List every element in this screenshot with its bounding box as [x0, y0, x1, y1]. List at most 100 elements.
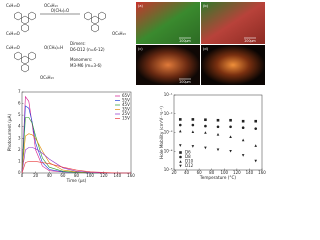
structure-label: C₆H₁₃O — [6, 31, 20, 36]
ring — [21, 15, 29, 25]
image-panel — [136, 2, 200, 44]
ring — [14, 11, 22, 21]
structure-label: M3-M6 (m=3-6) — [70, 63, 102, 68]
line — [21, 117, 131, 174]
x-tick-label: 40 — [184, 170, 190, 175]
y-tick-label: 6 — [18, 101, 21, 106]
point — [178, 144, 182, 147]
panel-label: (a) — [138, 4, 144, 8]
chemical-structure — [14, 11, 106, 73]
scale-label: 200μm — [179, 80, 190, 84]
micrographs — [136, 2, 265, 85]
point — [191, 118, 195, 121]
point — [241, 138, 245, 142]
point — [241, 154, 245, 157]
image-panel — [136, 45, 200, 85]
line — [21, 133, 131, 174]
structure-label: OC₆H₁₃ — [40, 75, 54, 80]
line — [21, 161, 131, 174]
point — [191, 123, 195, 127]
y-tick-label: 0 — [18, 170, 21, 175]
point — [241, 119, 245, 123]
y-axis-label: Hole Mobility (cm²V⁻¹s⁻¹) — [159, 106, 164, 159]
y-tick-label: 1 — [18, 158, 21, 163]
x-tick-label: 0 — [21, 173, 24, 178]
point — [254, 144, 258, 147]
ring — [28, 11, 36, 21]
point — [179, 151, 182, 154]
structure-label: O(CH₂)ₘH — [44, 45, 63, 50]
point — [254, 127, 258, 130]
y-tick-label: 10⁻¹ — [164, 92, 173, 97]
point — [216, 133, 220, 136]
point — [178, 129, 182, 133]
panel-label: (c) — [138, 47, 143, 51]
image-panel — [201, 2, 265, 44]
x-axis-label: Temperature (°C) — [199, 175, 237, 180]
x-tick-label: 100 — [220, 170, 228, 175]
scale-label: 200μm — [244, 39, 255, 43]
y-tick-label: 7 — [18, 89, 21, 94]
legend-label: 65V — [122, 93, 130, 98]
point — [216, 148, 220, 152]
legend-label: D12 — [185, 163, 194, 168]
ring — [98, 11, 106, 21]
y-tick-label: 2 — [18, 147, 21, 152]
point — [254, 119, 258, 123]
point — [229, 118, 232, 122]
x-tick-label: 140 — [246, 170, 254, 175]
legend-label: 45V — [122, 102, 130, 107]
point — [179, 155, 182, 159]
line — [21, 95, 131, 174]
y-tick-label: 5 — [18, 112, 21, 117]
legend-label: 55V — [122, 98, 130, 103]
y-axis-label: Photocurrent (μA) — [7, 114, 12, 152]
x-tick-label: 80 — [209, 170, 215, 175]
legend-label: 15V — [122, 116, 130, 121]
panel-label: (d) — [203, 47, 209, 51]
structure-label: OC₆H₁₃ — [44, 3, 58, 8]
x-tick-label: 160 — [258, 170, 266, 175]
legend-label: D6 — [185, 150, 191, 155]
x-tick-label: 60 — [197, 170, 203, 175]
x-tick-label: 20 — [171, 170, 177, 175]
y-tick-label: 10⁻² — [164, 111, 173, 116]
structure-label: C₆H₁₃O — [6, 45, 20, 50]
structure-label: D6-D12 (n=6-12) — [70, 47, 105, 52]
point — [216, 118, 220, 122]
image-panel — [201, 45, 265, 85]
point — [178, 118, 182, 121]
x-tick-label: 100 — [86, 173, 94, 178]
x-tick-label: 160 — [127, 173, 135, 178]
structure-label: Monomers: — [70, 57, 92, 62]
x-tick-label: 60 — [60, 173, 66, 178]
x-axis-label: Time (μs) — [66, 178, 87, 183]
point — [229, 135, 232, 138]
scale-label: 200μm — [179, 39, 190, 43]
point — [254, 159, 258, 163]
y-tick-label: 10⁻⁵ — [164, 167, 173, 172]
line — [21, 105, 131, 174]
line — [21, 147, 131, 174]
y-tick-label: 4 — [18, 124, 21, 129]
point — [204, 118, 207, 122]
point — [178, 123, 182, 127]
legend-label: 25V — [122, 111, 130, 116]
point — [191, 145, 195, 148]
ring — [84, 11, 92, 21]
plot-frame — [21, 91, 132, 174]
point — [179, 164, 182, 168]
structure-label: C₆H₁₃O — [6, 3, 20, 8]
structure-label: Dimers: — [70, 41, 86, 46]
point — [204, 131, 207, 134]
legend-label: D8 — [185, 154, 191, 159]
x-tick-label: 120 — [233, 170, 241, 175]
point — [229, 149, 232, 153]
x-tick-label: 40 — [47, 173, 53, 178]
point — [216, 125, 220, 129]
structure-label: O(CH₂)ₙO — [51, 8, 69, 13]
ring — [14, 51, 22, 61]
point — [191, 130, 195, 134]
ring — [21, 55, 29, 65]
